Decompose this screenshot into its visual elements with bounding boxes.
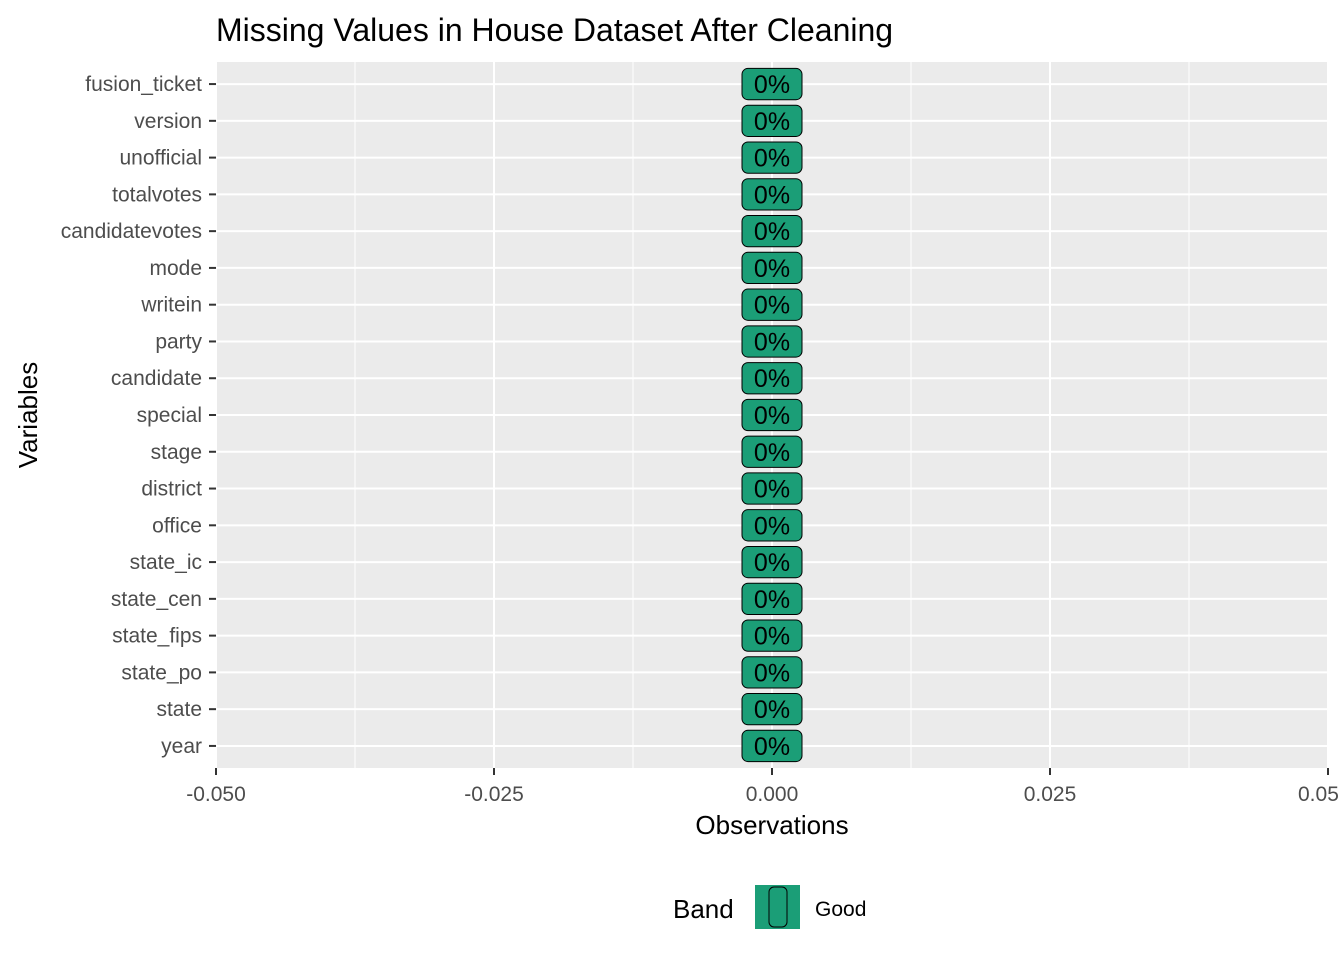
x-axis-title: Observations: [695, 810, 848, 840]
y-tick-label: stage: [151, 441, 202, 464]
bars-layer: [741, 67, 803, 763]
bar-label-district: 0%: [754, 476, 790, 504]
x-axis: -0.050 -0.025 0.000 0.025 0.05: [186, 768, 1339, 806]
y-tick-label: candidate: [111, 367, 202, 390]
bar-label-totalvotes: 0%: [754, 181, 790, 209]
bar-state_ic: [741, 545, 803, 579]
bar-writein: [741, 288, 803, 321]
y-tick-label: special: [137, 404, 202, 427]
bar-label-version: 0%: [754, 108, 790, 136]
bar-label-mode: 0%: [754, 255, 790, 283]
bar-label-candidatevotes: 0%: [754, 218, 790, 246]
bar-label-candidate: 0%: [754, 365, 790, 393]
legend-title: Band: [673, 894, 734, 924]
y-axis-title: Variables: [13, 362, 43, 468]
y-tick-label: district: [141, 478, 202, 501]
y-tick-label: state_fips: [112, 625, 202, 648]
bar-labels-layer: 0% 0% 0% 0% 0% 0% 0% 0% 0% 0% 0% 0% 0% 0% 0% 0% 0% 0% 0%: [754, 71, 790, 761]
bar-version: [741, 104, 803, 137]
bar-label-special: 0%: [754, 402, 790, 430]
y-tick-label: state_ic: [130, 551, 202, 574]
bar-state_fips: [741, 619, 803, 652]
bar-party: [741, 325, 803, 358]
bar-label-state_fips: 0%: [754, 623, 790, 651]
y-tick-label: year: [161, 735, 202, 758]
bar-office: [741, 509, 803, 542]
x-tick-label: 0.025: [1024, 783, 1077, 806]
bar-year: [741, 729, 803, 763]
y-tick-label: candidatevotes: [61, 220, 202, 243]
y-tick-label: state: [156, 698, 202, 721]
bar-special: [741, 398, 803, 432]
y-tick-label: state_po: [121, 661, 202, 684]
bar-label-fusion_ticket: 0%: [754, 71, 790, 99]
y-tick-label: writein: [140, 294, 202, 317]
bar-totalvotes: [741, 178, 803, 211]
bar-label-unofficial: 0%: [754, 145, 790, 173]
y-tick-label: version: [134, 110, 202, 133]
bar-state_po: [741, 656, 803, 689]
bar-fusion_ticket: [741, 67, 803, 101]
bar-state: [741, 693, 803, 726]
bar-label-writein: 0%: [754, 292, 790, 320]
legend: Band Good: [673, 885, 866, 929]
bar-unofficial: [741, 141, 803, 174]
bar-mode: [741, 251, 803, 285]
y-tick-label: state_cen: [111, 588, 202, 611]
chart-title: Missing Values in House Dataset After Cl…: [216, 12, 893, 48]
bar-candidate: [741, 362, 803, 395]
y-tick-label: fusion_ticket: [85, 73, 202, 96]
x-tick-label: -0.025: [464, 783, 524, 806]
x-tick-label: -0.050: [186, 783, 246, 806]
y-tick-label: totalvotes: [112, 183, 202, 206]
bar-label-state_ic: 0%: [754, 549, 790, 577]
y-tick-label: party: [155, 330, 202, 353]
y-tick-label: office: [152, 514, 202, 537]
y-tick-label: mode: [149, 257, 202, 280]
bar-candidatevotes: [741, 215, 803, 248]
legend-label-good: Good: [815, 898, 866, 921]
bar-state_cen: [741, 582, 803, 615]
bar-label-state_cen: 0%: [754, 586, 790, 614]
bar-label-stage: 0%: [754, 439, 790, 467]
x-tick-label: 0.05: [1298, 783, 1339, 806]
bar-stage: [741, 435, 803, 468]
bar-district: [741, 472, 803, 505]
bar-label-year: 0%: [754, 733, 790, 761]
bar-label-party: 0%: [754, 328, 790, 356]
bar-label-state_po: 0%: [754, 659, 790, 687]
y-tick-label: unofficial: [119, 147, 202, 170]
legend-key-symbol: [768, 886, 788, 928]
x-tick-label: 0.000: [746, 783, 799, 806]
bar-label-office: 0%: [754, 512, 790, 540]
bar-label-state: 0%: [754, 696, 790, 724]
